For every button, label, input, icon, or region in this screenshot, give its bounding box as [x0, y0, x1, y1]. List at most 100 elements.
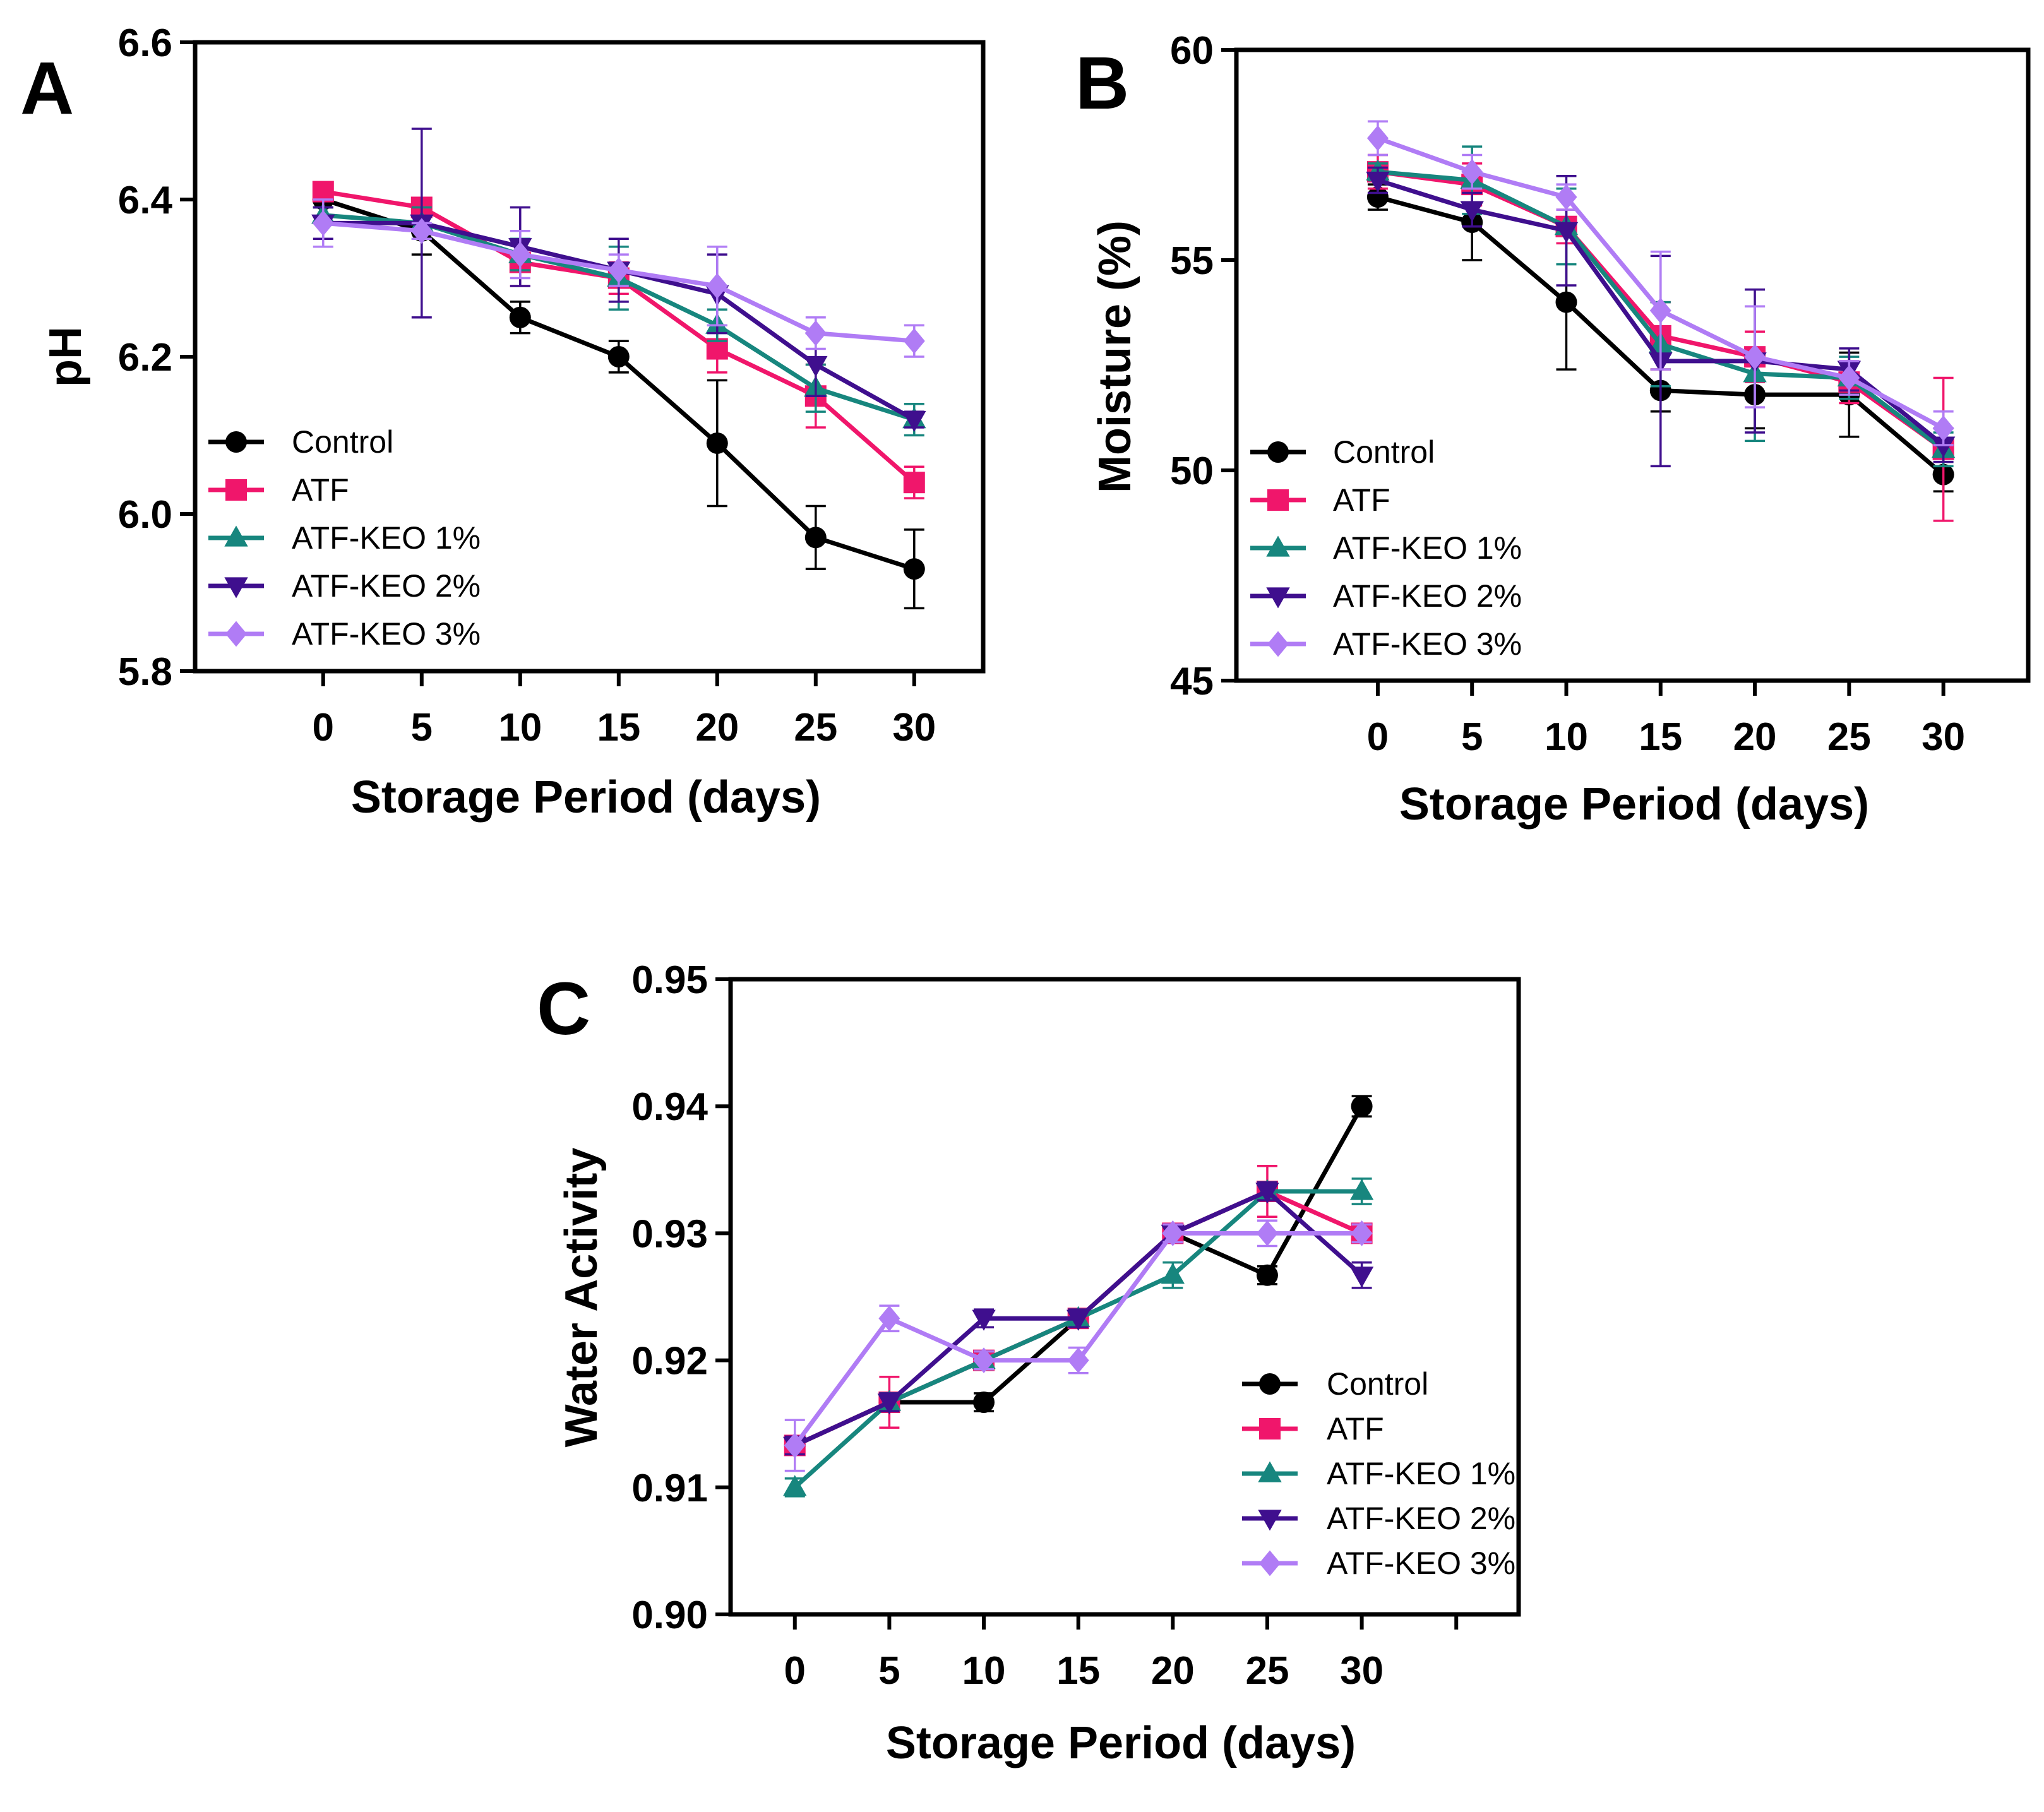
legend-label: ATF: [1327, 1411, 1384, 1446]
data-point: [607, 346, 630, 367]
series-line: [793, 1189, 1362, 1489]
data-point: [706, 273, 728, 299]
series-line: [323, 189, 916, 484]
x-tick-label: 15: [597, 706, 640, 749]
series-3: [783, 1177, 1374, 1498]
legend-marker: [1267, 441, 1289, 463]
chart-panel-b: B 45 50 55 60 0 5 10 15 20 25 30 Storage Period (day…: [1075, 29, 2031, 830]
x-tick-label: 25: [794, 706, 837, 749]
y-tick-label: 6.2: [118, 336, 172, 379]
legend-label: ATF-KEO 3%: [292, 616, 481, 652]
y-axis-title: pH: [40, 326, 91, 387]
legend: Control ATF ATF-KEO 1% ATF-KEO 2% ATF-KEO 3%: [1250, 434, 1522, 662]
legend-marker: [1267, 631, 1289, 657]
legend-marker: [1258, 1461, 1282, 1482]
data-point: [1744, 343, 1766, 370]
series-5: [312, 198, 925, 358]
x-tick-label: 30: [892, 706, 936, 749]
legend-marker: [1259, 1418, 1281, 1439]
data-point: [878, 1305, 900, 1332]
x-tick-label: 30: [1921, 715, 1965, 759]
data-point: [804, 320, 827, 347]
data-point: [973, 1391, 995, 1413]
x-tick-label: 0: [313, 706, 334, 749]
data-point: [973, 1347, 995, 1373]
data-point: [1460, 201, 1484, 222]
data-point: [1351, 1220, 1373, 1246]
x-tick-label: 10: [962, 1649, 1006, 1693]
panel-letter: B: [1075, 42, 1129, 125]
legend-marker: [1266, 535, 1290, 557]
legend-marker: [1258, 1510, 1282, 1531]
data-point: [706, 432, 728, 454]
data-point: [1256, 1220, 1278, 1246]
legend-marker: [1259, 1550, 1281, 1577]
legend-label: ATF-KEO 1%: [1333, 530, 1522, 566]
x-axis-title: Storage Period (days): [886, 1718, 1356, 1768]
chart-panel-c: C 0.90 0.91 0.92 0.93 0.94 0.95 0 5 10 15 20 25 30 Sto…: [537, 958, 1521, 1768]
series-group: [1366, 120, 1956, 522]
legend-marker: [225, 431, 247, 453]
x-tick-label: 0: [1367, 715, 1389, 759]
x-tick-label: 10: [1545, 715, 1588, 759]
legend-marker: [1267, 489, 1289, 511]
data-point: [312, 210, 334, 236]
legend: Control ATF ATF-KEO 1% ATF-KEO 2% ATF-KEO 3%: [208, 424, 481, 652]
x-tick-label: 20: [1151, 1649, 1195, 1693]
data-point: [1555, 184, 1577, 210]
panel-letter: A: [20, 47, 74, 130]
plot-frame: [1234, 47, 2031, 683]
data-point: [1366, 186, 1389, 208]
data-point: [1461, 158, 1483, 185]
x-axis-title: Storage Period (days): [351, 772, 821, 823]
legend: Control ATF ATF-KEO 1% ATF-KEO 2% ATF-KEO 3%: [1242, 1366, 1515, 1581]
data-point: [1649, 297, 1671, 324]
legend-marker: [225, 621, 247, 647]
data-point: [509, 241, 531, 268]
data-point: [804, 527, 827, 549]
legend-label: Control: [1327, 1366, 1428, 1402]
series-5: [1366, 120, 1954, 446]
y-tick-label: 6.6: [118, 21, 172, 65]
data-point: [1162, 1220, 1184, 1246]
legend-marker: [1259, 1373, 1281, 1395]
data-point: [804, 355, 828, 377]
chart-panel-a: A 5.8 6.0 6.2 6.4 6.6 0 5 10 15 20 25 30 Storage Peri…: [20, 21, 986, 823]
x-tick-label: 10: [498, 706, 542, 749]
data-point: [1349, 1179, 1374, 1200]
data-point: [1067, 1347, 1089, 1373]
data-point: [1554, 222, 1579, 243]
legend-label: ATF: [1333, 482, 1390, 518]
x-tick-label: 5: [411, 706, 433, 749]
series-group: [311, 128, 926, 610]
data-point: [410, 218, 433, 244]
x-tick-label: 15: [1639, 715, 1682, 759]
data-point: [607, 257, 630, 283]
y-axis-title: Water Activity: [556, 1148, 607, 1448]
legend-label: ATF-KEO 1%: [1327, 1456, 1515, 1491]
legend-label: ATF: [292, 472, 349, 508]
data-point: [1366, 171, 1390, 193]
legend-label: ATF-KEO 3%: [1333, 626, 1522, 662]
y-tick-label: 0.91: [631, 1467, 708, 1510]
legend-marker: [225, 479, 247, 501]
data-point: [902, 411, 926, 432]
y-tick-label: 0.92: [631, 1340, 708, 1383]
panel-letter: C: [537, 967, 590, 1051]
y-tick-label: 0.95: [631, 958, 708, 1002]
data-point: [877, 1393, 902, 1415]
data-point: [1349, 1267, 1374, 1288]
y-axis-title: Moisture (%): [1090, 220, 1140, 493]
series-1: [784, 1095, 1373, 1457]
series-group: [783, 1095, 1374, 1498]
legend-label: ATF-KEO 3%: [1327, 1546, 1515, 1581]
legend-label: Control: [292, 424, 393, 460]
legend-marker: [224, 525, 248, 547]
plot-frame: [728, 977, 1521, 1617]
legend-label: ATF-KEO 2%: [292, 568, 481, 604]
y-tick-label: 45: [1170, 660, 1214, 703]
y-tick-label: 6.0: [118, 493, 172, 537]
data-point: [1256, 1264, 1278, 1286]
x-tick-label: 5: [1461, 715, 1483, 759]
